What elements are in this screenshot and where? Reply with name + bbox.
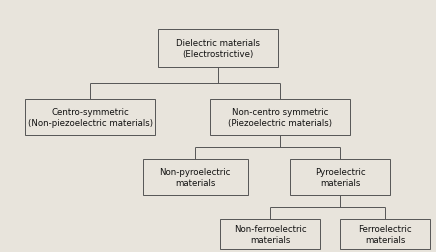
Text: Dielectric materials
(Electrostrictive): Dielectric materials (Electrostrictive)	[176, 39, 260, 59]
Text: Non-ferroelectric
materials: Non-ferroelectric materials	[234, 224, 307, 244]
Text: Pyroelectric
materials: Pyroelectric materials	[315, 167, 365, 187]
FancyBboxPatch shape	[220, 219, 320, 249]
Text: Non-pyroelectric
materials: Non-pyroelectric materials	[159, 167, 231, 187]
FancyBboxPatch shape	[158, 30, 278, 68]
Text: Non-centro symmetric
(Piezoelectric materials): Non-centro symmetric (Piezoelectric mate…	[228, 108, 332, 128]
FancyBboxPatch shape	[210, 100, 350, 136]
Text: Centro-symmetric
(Non-piezoelectric materials): Centro-symmetric (Non-piezoelectric mate…	[27, 108, 153, 128]
FancyBboxPatch shape	[290, 159, 390, 195]
Text: Ferroelectric
materials: Ferroelectric materials	[358, 224, 412, 244]
FancyBboxPatch shape	[25, 100, 155, 136]
FancyBboxPatch shape	[340, 219, 430, 249]
FancyBboxPatch shape	[143, 159, 248, 195]
